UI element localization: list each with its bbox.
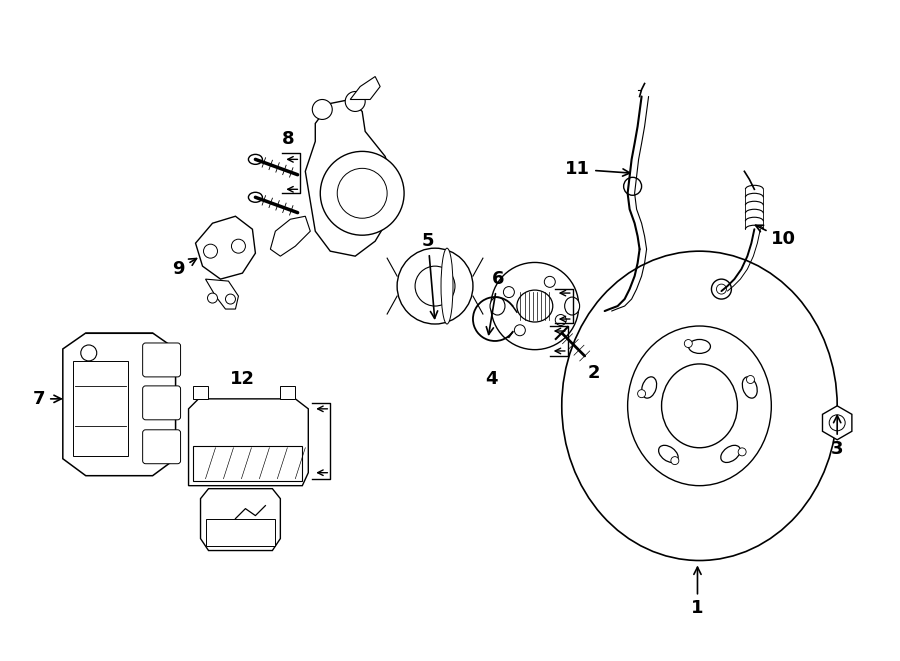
Circle shape [415,266,455,306]
Text: 5: 5 [422,232,437,319]
Text: 7: 7 [32,390,61,408]
Ellipse shape [642,377,657,398]
Circle shape [203,244,218,258]
Ellipse shape [490,297,505,315]
Ellipse shape [562,251,837,561]
Text: 10: 10 [755,225,796,248]
Text: 8: 8 [282,130,294,149]
Circle shape [711,279,732,299]
Ellipse shape [742,377,757,398]
Circle shape [637,390,645,398]
Circle shape [515,325,526,336]
Circle shape [624,177,642,195]
Text: 11: 11 [565,161,630,178]
Text: 6: 6 [486,270,504,334]
Text: 12: 12 [230,370,255,388]
FancyBboxPatch shape [142,386,181,420]
Circle shape [320,151,404,235]
Circle shape [555,315,566,325]
Polygon shape [195,216,256,279]
Circle shape [338,169,387,218]
Polygon shape [205,279,239,309]
Polygon shape [823,406,852,440]
Circle shape [231,239,246,253]
Circle shape [716,284,726,294]
Circle shape [226,294,236,304]
Circle shape [829,415,845,431]
Ellipse shape [564,297,580,315]
Circle shape [670,457,679,465]
Ellipse shape [441,248,453,324]
Circle shape [503,287,515,297]
Polygon shape [193,446,302,481]
Polygon shape [201,488,281,551]
Text: 9: 9 [172,258,196,278]
Circle shape [544,276,555,288]
Ellipse shape [721,446,741,463]
Circle shape [312,100,332,120]
Text: 4: 4 [486,370,499,388]
Circle shape [346,91,365,112]
FancyBboxPatch shape [142,430,181,464]
Circle shape [738,448,746,456]
Ellipse shape [627,326,771,486]
Circle shape [684,340,692,348]
Polygon shape [350,77,380,100]
Polygon shape [205,519,275,545]
Circle shape [746,375,754,383]
Text: 3: 3 [831,416,843,458]
Ellipse shape [248,155,263,165]
Ellipse shape [659,446,679,463]
Polygon shape [270,216,310,256]
Polygon shape [193,386,208,399]
Circle shape [81,345,96,361]
Circle shape [397,248,473,324]
Ellipse shape [248,192,263,202]
Ellipse shape [688,340,710,354]
Ellipse shape [491,262,579,350]
Polygon shape [63,333,176,476]
Ellipse shape [517,290,553,322]
FancyBboxPatch shape [142,343,181,377]
Polygon shape [281,386,295,399]
Polygon shape [189,399,309,486]
Text: 1: 1 [691,567,704,617]
Circle shape [208,293,218,303]
Text: 2: 2 [588,364,600,382]
Polygon shape [305,100,395,256]
Ellipse shape [662,364,737,447]
FancyBboxPatch shape [73,361,128,455]
